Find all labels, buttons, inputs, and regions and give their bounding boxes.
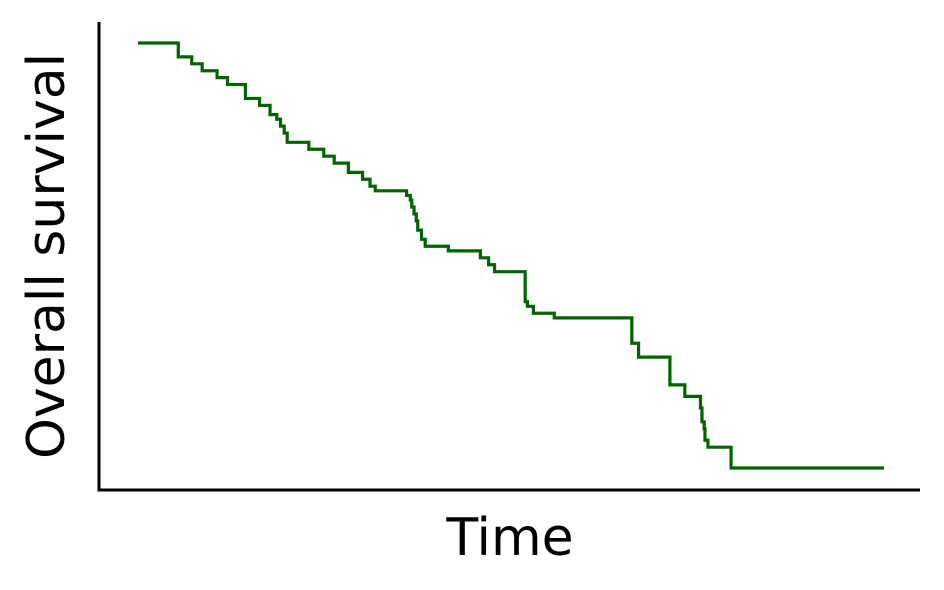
y-axis-label: Overall survival [17, 52, 77, 460]
survival-curve-series [138, 41, 884, 470]
x-axis-label: Time [446, 508, 574, 568]
